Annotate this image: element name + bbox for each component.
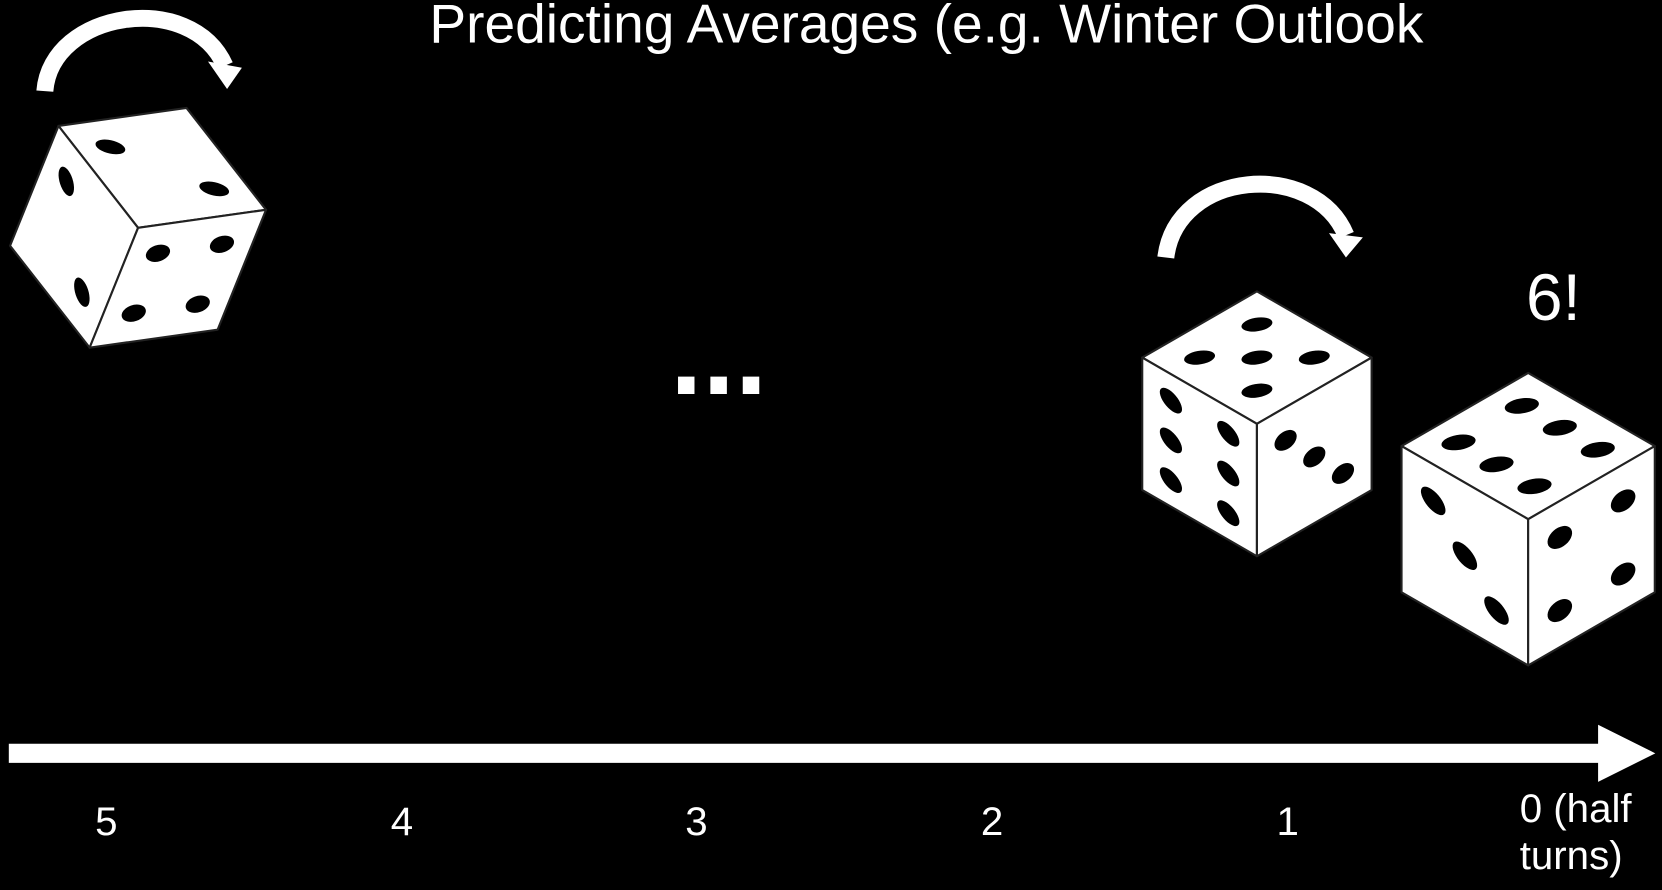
timeline-label-box: 0 (half turns) [1520, 786, 1658, 890]
timeline-label: 2 [981, 799, 1003, 844]
timeline-label: 1 [1276, 799, 1298, 844]
timeline-label: 4 [391, 799, 413, 844]
result-label: 6! [1526, 261, 1581, 334]
slide-title: Predicting Averages (e.g. Winter Outlook [429, 0, 1423, 54]
timeline-label: 3 [685, 799, 707, 844]
timeline-arrow-head [1598, 725, 1655, 782]
roll-arrow [1166, 184, 1346, 257]
roll-arrow [45, 18, 225, 91]
die [0, 66, 290, 390]
roll-arrow-head [1329, 233, 1363, 257]
page: {"slide": { "title": "Predicting Average… [0, 0, 1662, 890]
dice [0, 66, 1655, 665]
timeline-label: 5 [95, 799, 117, 844]
slide: Predicting Averages (e.g. Winter Outlook… [0, 0, 1662, 890]
die [1142, 291, 1371, 556]
timeline-label: 0 (half turns) [1520, 786, 1658, 879]
timeline-labels: 5 4 3 2 1 0 (half turns) [95, 786, 1657, 890]
ellipsis: ... [670, 288, 767, 419]
roll-arrow-head [208, 61, 242, 89]
die [1402, 373, 1655, 665]
